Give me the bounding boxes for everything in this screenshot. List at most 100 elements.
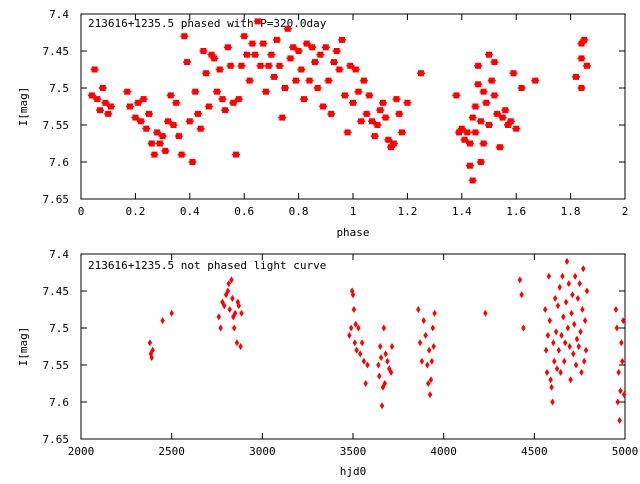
data-point: [234, 339, 240, 347]
x-tick-label: 5000: [612, 445, 639, 458]
data-point: [432, 309, 437, 317]
x-tick-label: 0: [78, 205, 85, 218]
data-point: [426, 346, 432, 354]
plot-frame: [80, 13, 626, 200]
data-point: [554, 365, 560, 373]
x-tick-label: 1: [350, 205, 357, 218]
data-point: [388, 368, 394, 376]
x-axis-label: phase: [336, 226, 369, 239]
x-tick-label: 2: [622, 205, 629, 218]
data-point: [564, 257, 570, 265]
data-point: [562, 357, 567, 365]
data-point: [227, 306, 232, 313]
data-point: [565, 324, 571, 332]
data-point: [577, 280, 582, 288]
data-point: [549, 383, 554, 391]
data-point: [385, 357, 390, 365]
data-point: [483, 309, 488, 317]
data-point: [351, 306, 357, 313]
data-point: [582, 317, 588, 325]
data-point: [620, 357, 625, 365]
x-tick-label: 0.8: [289, 205, 309, 218]
y-tick-label: 7.6: [49, 396, 69, 409]
data-point: [238, 343, 243, 350]
data-point: [562, 339, 568, 347]
data-point: [552, 357, 557, 365]
y-tick-label: 7.5: [49, 82, 69, 95]
y-axis-label: I[mag]: [17, 87, 30, 127]
chart-panel-1: 0 0.2 0.4 0.6 0.8 1 1.2 1.4 1.6 1.8 2 7.4 7.45 7.5 7.5…: [17, 8, 628, 239]
data-point: [546, 272, 552, 280]
data-point: [359, 339, 365, 347]
data-points: [87, 18, 591, 184]
data-point: [583, 346, 589, 354]
data-point: [363, 380, 368, 387]
data-point: [365, 361, 370, 369]
data-point: [571, 350, 576, 358]
data-point: [232, 324, 237, 332]
data-point: [558, 368, 563, 376]
data-point: [425, 361, 430, 369]
data-point: [543, 306, 548, 313]
data-point: [218, 324, 223, 332]
chart-panel-2: 2000 2500 3000 3500 4000 4500 5000 7.4 7.45 7.5 7.…: [17, 248, 638, 478]
data-point: [358, 350, 363, 358]
data-point: [417, 339, 423, 347]
chart-title: 213616+1235.5 phased with P=320.0day: [88, 17, 327, 30]
data-point: [620, 317, 626, 325]
data-point: [235, 298, 241, 306]
data-point: [582, 357, 587, 365]
data-point: [419, 357, 425, 365]
data-point: [619, 339, 624, 347]
data-point: [361, 357, 367, 365]
data-point: [347, 331, 352, 339]
y-tick-label: 7.55: [43, 119, 70, 132]
data-point: [614, 324, 620, 332]
data-point: [416, 306, 421, 313]
data-point: [382, 380, 387, 387]
data-point: [421, 317, 426, 325]
data-point: [559, 331, 564, 339]
y-axis-label: I[mag]: [17, 327, 30, 367]
data-point: [556, 346, 562, 354]
x-tick-label: 4500: [521, 445, 548, 458]
data-point: [236, 302, 241, 310]
data-point: [377, 372, 382, 380]
data-point: [547, 317, 552, 325]
data-point: [570, 291, 575, 299]
data-point: [573, 361, 579, 369]
data-point: [169, 309, 174, 317]
data-point: [147, 339, 153, 347]
x-tick-label: 1.6: [506, 205, 526, 218]
x-tick-label: 4000: [430, 445, 457, 458]
data-point: [550, 398, 555, 406]
x-tick-label: 2000: [68, 445, 95, 458]
x-tick-label: 3500: [340, 445, 367, 458]
data-point: [551, 339, 556, 347]
data-point: [376, 361, 381, 369]
y-tick-label: 7.45: [43, 45, 70, 58]
data-point: [356, 324, 361, 332]
data-point: [572, 320, 577, 328]
data-point: [348, 324, 354, 332]
data-point: [557, 283, 562, 291]
x-tick-label: 1.2: [397, 205, 417, 218]
data-point: [521, 324, 526, 332]
data-point: [615, 398, 620, 406]
data-point: [578, 328, 583, 336]
data-point: [563, 298, 569, 306]
x-tick-label: 3000: [249, 445, 276, 458]
data-point: [225, 287, 231, 295]
data-point: [423, 331, 428, 339]
y-tick-label: 7.65: [43, 433, 70, 446]
data-point: [553, 328, 559, 336]
plot-frame: [80, 253, 626, 440]
data-point: [220, 298, 225, 306]
data-point: [579, 368, 584, 376]
data-point: [568, 376, 573, 384]
data-point: [352, 339, 358, 347]
y-tick-label: 7.5: [49, 322, 69, 335]
data-point: [427, 391, 433, 399]
